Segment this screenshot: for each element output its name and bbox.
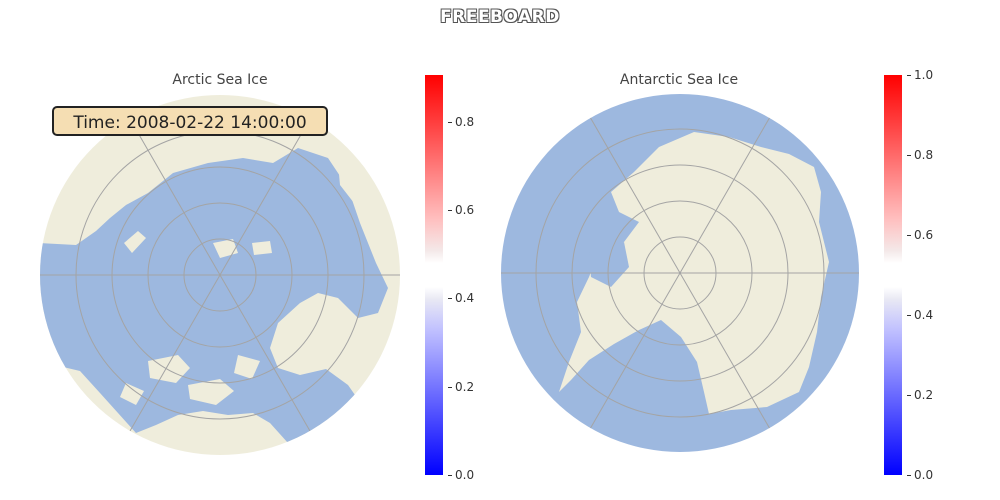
arctic-island bbox=[213, 239, 238, 258]
arctic-island bbox=[188, 379, 234, 405]
antarctic-colorbar bbox=[884, 75, 902, 475]
arctic-colorbar-tick: 0.0 bbox=[447, 468, 475, 482]
figure-title: FREEBOARD bbox=[440, 7, 560, 27]
arctic-colorbar-tick: 0.8 bbox=[447, 115, 475, 129]
arctic-land bbox=[338, 163, 376, 203]
antarctic-map bbox=[501, 94, 859, 452]
antarctic-colorbar-tick: 0.8 bbox=[906, 148, 934, 162]
arctic-colorbar-tick: 0.6 bbox=[447, 203, 475, 217]
antarctic-panel-title: Antarctic Sea Ice bbox=[619, 72, 739, 88]
arctic-island bbox=[148, 355, 190, 383]
arctic-panel-title: Arctic Sea Ice bbox=[172, 72, 268, 88]
antarctic-colorbar-tick: 0.4 bbox=[906, 308, 934, 322]
antarctic-colorbar-tick: 0.0 bbox=[906, 468, 934, 482]
antarctic-colorbar-tick: 0.2 bbox=[906, 388, 934, 402]
arctic-colorbar-tick: 0.4 bbox=[447, 291, 475, 305]
antarctic-colorbar-tick: 1.0 bbox=[906, 68, 934, 82]
arctic-ocean bbox=[40, 148, 388, 451]
antarctic-weddell-sea bbox=[589, 242, 629, 287]
arctic-island bbox=[234, 355, 260, 379]
time-label: Time: 2008-02-22 14:00:00 bbox=[52, 106, 328, 136]
antarctic-colorbar-tick: 0.6 bbox=[906, 228, 934, 242]
arctic-colorbar-tick: 0.2 bbox=[447, 380, 475, 394]
arctic-map bbox=[40, 95, 400, 455]
arctic-colorbar bbox=[425, 75, 443, 475]
arctic-island bbox=[120, 383, 144, 405]
arctic-island bbox=[124, 231, 146, 253]
arctic-island bbox=[252, 241, 272, 255]
